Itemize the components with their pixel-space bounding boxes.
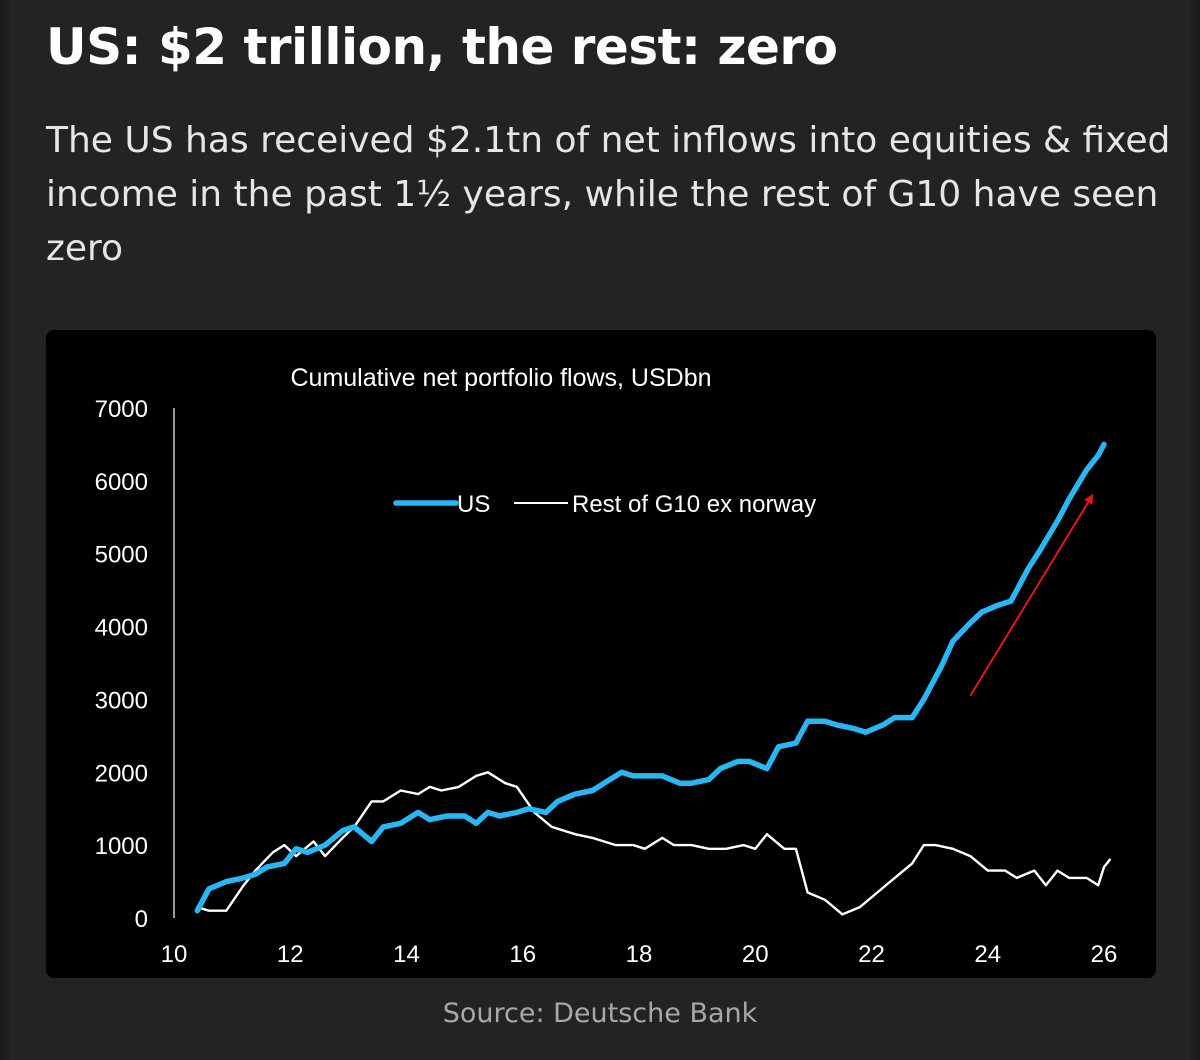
annotation-layer xyxy=(969,493,1094,697)
x-tick-label: 16 xyxy=(509,941,536,968)
series-line-rest-of-g10 xyxy=(196,771,1111,916)
y-tick-label: 7000 xyxy=(95,396,148,423)
chart-title: Cumulative net portfolio flows, USDbn xyxy=(290,364,711,392)
source-credit: Source: Deutsche Bank xyxy=(442,998,758,1029)
x-tick-label: 12 xyxy=(277,941,304,968)
x-tick-label: 24 xyxy=(974,941,1001,968)
left-edge-shadow xyxy=(0,0,14,1060)
y-tick-label: 1000 xyxy=(95,833,148,860)
y-tick-labels: 0 1000 2000 3000 4000 5000 6000 7000 xyxy=(95,396,148,933)
x-tick-label: 18 xyxy=(626,941,653,968)
headline: US: $2 trillion, the rest: zero xyxy=(46,18,838,76)
x-tick-label: 10 xyxy=(161,941,188,968)
legend-label-rest: Rest of G10 ex norway xyxy=(572,491,816,518)
y-tick-label: 6000 xyxy=(95,469,148,496)
trend-arrow xyxy=(969,493,1094,697)
chart-svg: Cumulative net portfolio flows, USDbn 01… xyxy=(95,364,1118,968)
legend: US Rest of G10 ex norway xyxy=(393,491,816,518)
y-tick-label: 5000 xyxy=(95,542,148,569)
y-tick-label: 3000 xyxy=(95,687,148,714)
y-tick-label: 0 xyxy=(135,906,148,933)
x-tick-label: 26 xyxy=(1091,941,1118,968)
x-tick-label: 22 xyxy=(858,941,885,968)
y-tick-label: 4000 xyxy=(95,615,148,642)
series-line-us xyxy=(194,441,1107,914)
y-tick-label: 2000 xyxy=(95,760,148,787)
legend-label-us: US xyxy=(457,491,490,518)
x-tick-label: 20 xyxy=(742,941,769,968)
x-tick-labels: 10 12 14 16 18 20 22 24 26 xyxy=(161,941,1118,968)
series-layer xyxy=(194,441,1111,916)
right-edge-shadow xyxy=(1186,0,1200,1060)
subheadline: The US has received $2.1tn of net inflow… xyxy=(46,120,1171,269)
x-tick-label: 14 xyxy=(393,941,420,968)
